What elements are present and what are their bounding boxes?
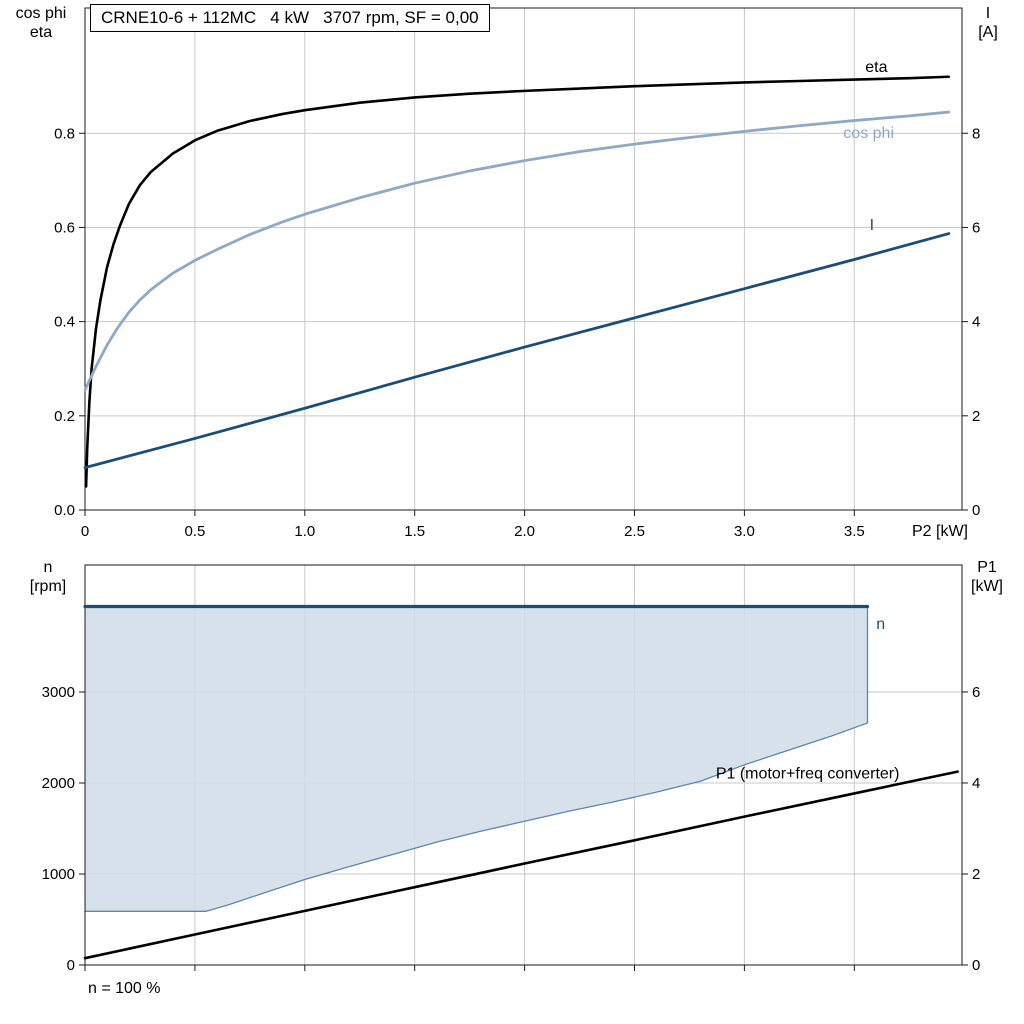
curve-label-i: I [870,217,874,234]
curve-label-cos-phi: cos phi [843,125,894,142]
speed-operating-range-fill [85,606,868,912]
curve-eta [84,75,951,488]
speed-percent-note: n = 100 % [88,980,161,997]
top-chart-right-axis-title: I [A] [966,4,1010,42]
svg-text:6: 6 [972,219,980,236]
curve-p1-motor-freq-converter- [83,770,959,960]
curve-label-eta: eta [865,59,887,76]
svg-text:1.5: 1.5 [404,523,425,540]
axis-label-p1: P1 [977,559,997,576]
svg-text:0.4: 0.4 [54,314,75,331]
svg-text:0: 0 [81,523,89,540]
curve-i [83,232,951,470]
svg-text:2.5: 2.5 [624,523,645,540]
speed-operating-range-outline [85,606,869,912]
svg-text:0.6: 0.6 [54,219,75,236]
axis-label-current: I [985,5,991,22]
top-chart-left-axis-title: cos phi eta [2,4,80,42]
curve-label-n: n [876,616,885,633]
x-axis-title: P2 [kW] [911,523,968,540]
svg-text:1.0: 1.0 [294,523,315,540]
axis-label-p1-unit: [kW] [971,578,1003,595]
bottom-chart-right-axis-title: P1 [kW] [962,558,1012,596]
axis-label-speed: n [43,559,53,576]
bottom-chart-left-axis-title: n [rpm] [14,558,82,596]
svg-text:2.0: 2.0 [514,523,535,540]
chart-title-box: CRNE10-6 + 112MC 4 kW 3707 rpm, SF = 0,0… [90,4,490,32]
bottom-chart: 0 1000 2000 3000 0 2 4 6 n P1 (motor+freq convert… [42,564,981,974]
svg-text:0: 0 [67,957,75,974]
svg-text:3.0: 3.0 [734,523,755,540]
svg-text:2: 2 [972,408,980,425]
curve-cos-phi [83,110,951,392]
top-chart-gridlines [85,8,962,510]
svg-text:0.2: 0.2 [54,408,75,425]
svg-text:0: 0 [972,957,980,974]
svg-text:3000: 3000 [42,684,75,701]
curve-label-p1-motor-freq-converter-: P1 (motor+freq converter) [716,765,900,782]
axis-label-cos-phi: cos phi [15,5,67,22]
top-chart-ticks: 0.0 0.2 0.4 0.6 0.8 0 2 4 6 8 0 0.5 1.0 1.5 2.0 2.5 3.0 3… [54,125,980,540]
svg-text:8: 8 [972,125,980,142]
svg-text:4: 4 [972,775,980,792]
axis-label-speed-unit: [rpm] [29,578,67,595]
svg-text:2: 2 [972,866,980,883]
svg-text:0.8: 0.8 [54,125,75,142]
bottom-chart-frame [84,564,963,966]
svg-text:0.5: 0.5 [184,523,205,540]
svg-text:4: 4 [972,314,980,331]
svg-text:0.0: 0.0 [54,502,75,519]
axis-label-current-unit: [A] [978,24,998,41]
svg-text:2000: 2000 [42,775,75,792]
axis-label-eta: eta [29,24,53,41]
svg-text:3.5: 3.5 [844,523,865,540]
svg-text:0: 0 [972,502,980,519]
top-chart: 0.0 0.2 0.4 0.6 0.8 0 2 4 6 8 0 0.5 1.0 1.5 2.0 2.5 3.0 3… [54,7,980,540]
top-chart-frame [84,7,963,511]
svg-text:1000: 1000 [42,866,75,883]
svg-text:6: 6 [972,684,980,701]
bottom-chart-ticks: 0 1000 2000 3000 0 2 4 6 [42,684,981,974]
